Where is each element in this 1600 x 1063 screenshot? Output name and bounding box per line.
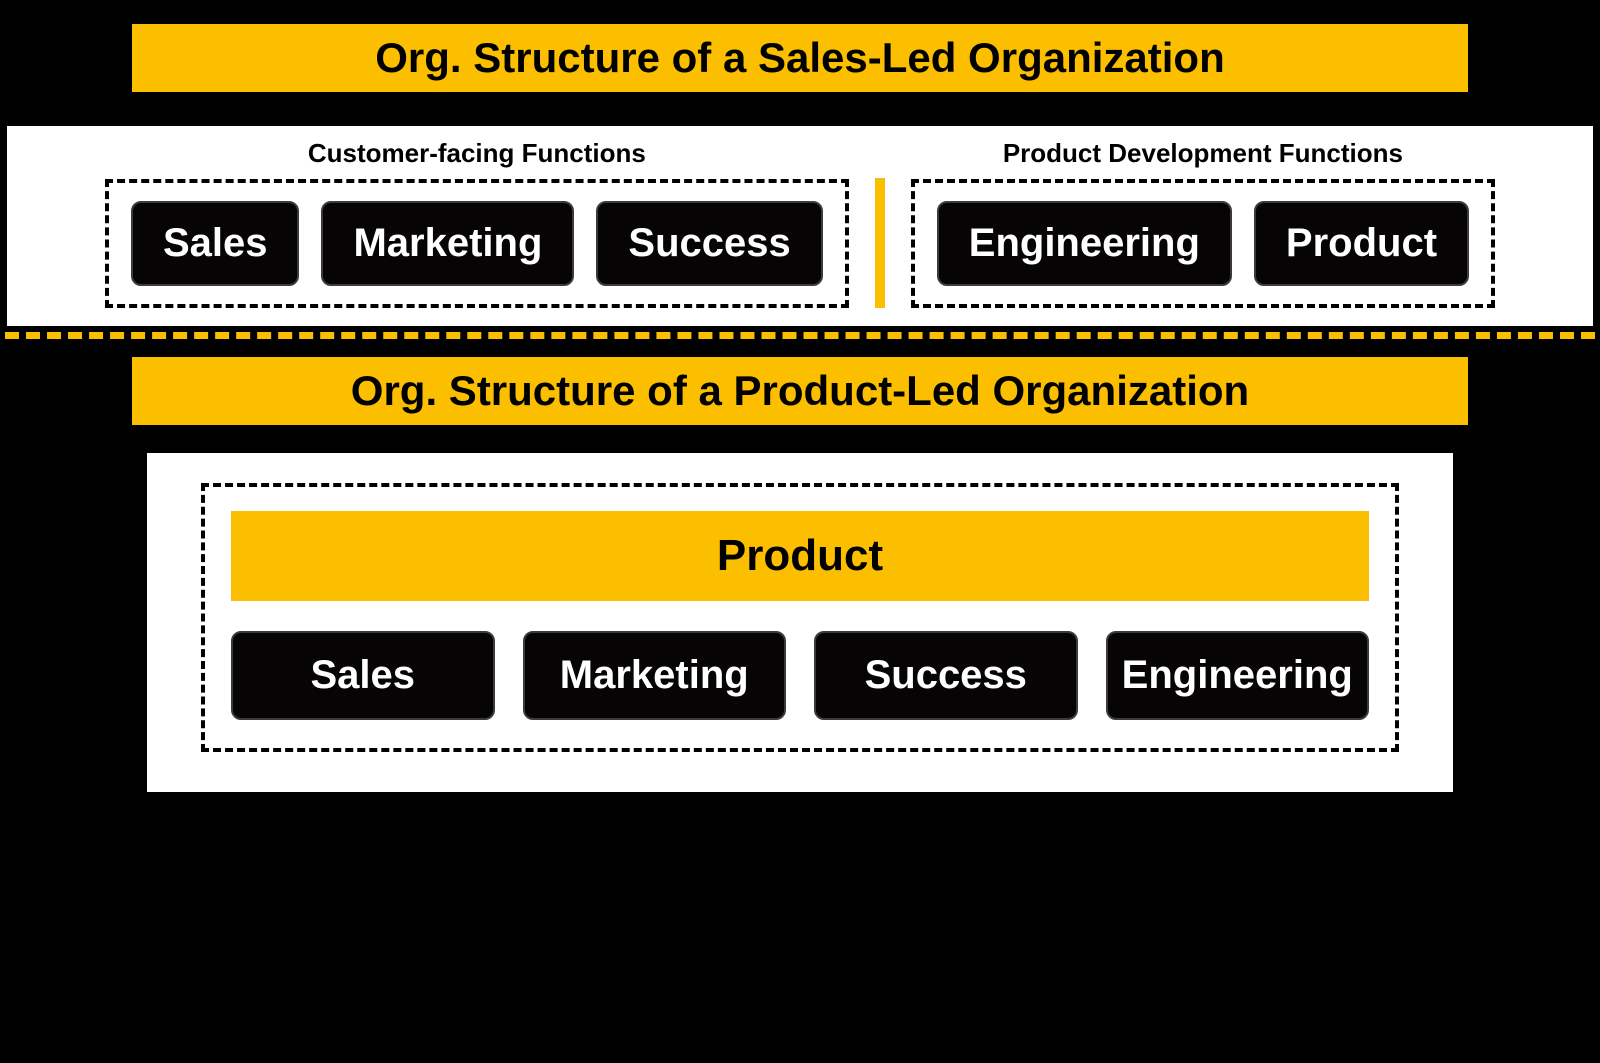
- product-dev-box: Engineering Product: [911, 179, 1495, 308]
- section-separator: [5, 332, 1595, 339]
- product-dev-label: Product Development Functions: [1003, 138, 1403, 169]
- sub-fn-sales: Sales: [231, 631, 495, 720]
- fn-success: Success: [596, 201, 822, 286]
- section-separator-row: [0, 332, 1600, 339]
- product-dev-group: Product Development Functions Engineerin…: [911, 138, 1495, 308]
- fn-marketing: Marketing: [321, 201, 574, 286]
- fn-sales: Sales: [131, 201, 300, 286]
- product-led-panel: Product Sales Marketing Success Engineer…: [147, 453, 1453, 792]
- fn-engineering: Engineering: [937, 201, 1232, 286]
- customer-facing-group: Customer-facing Functions Sales Marketin…: [105, 138, 849, 308]
- vertical-divider: [875, 178, 885, 308]
- sales-led-panel: Customer-facing Functions Sales Marketin…: [7, 126, 1593, 326]
- sub-functions-row: Sales Marketing Success Engineering: [231, 631, 1369, 720]
- customer-facing-label: Customer-facing Functions: [308, 138, 646, 169]
- fn-product: Product: [1254, 201, 1469, 286]
- sales-led-title: Org. Structure of a Sales-Led Organizati…: [132, 24, 1468, 92]
- product-led-title: Org. Structure of a Product-Led Organiza…: [132, 357, 1468, 425]
- sub-fn-marketing: Marketing: [523, 631, 787, 720]
- lead-function-product: Product: [231, 511, 1369, 601]
- sub-fn-engineering: Engineering: [1106, 631, 1370, 720]
- product-led-box: Product Sales Marketing Success Engineer…: [201, 483, 1399, 752]
- sub-fn-success: Success: [814, 631, 1078, 720]
- customer-facing-box: Sales Marketing Success: [105, 179, 849, 308]
